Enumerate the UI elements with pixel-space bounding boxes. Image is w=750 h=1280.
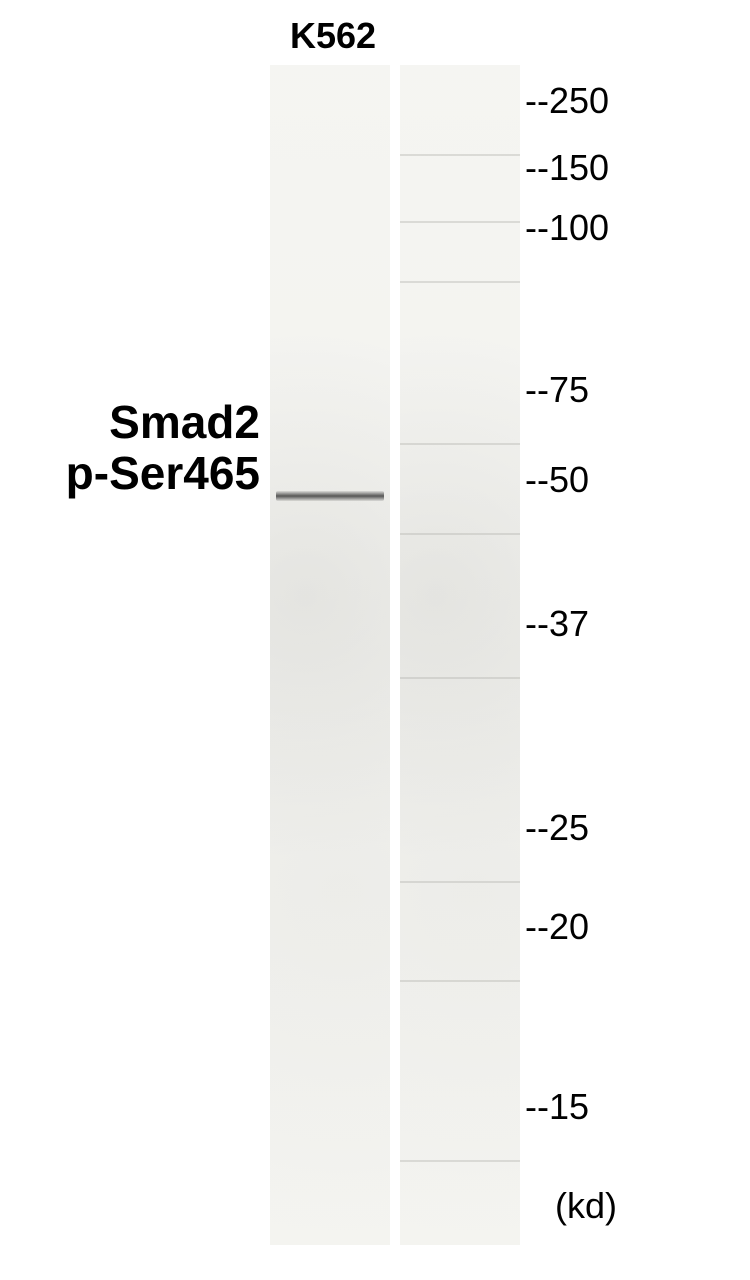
ladder-tick-0 — [400, 154, 520, 156]
ladder-lane-inner — [400, 65, 520, 1245]
protein-band — [276, 491, 384, 501]
mw-marker-8: --15 — [525, 1086, 589, 1128]
mw-marker-3: --75 — [525, 369, 589, 411]
western-blot-figure: K562 Smad2 p-Ser465 --250 --150 --100 --75 -… — [0, 0, 750, 1280]
sample-lane-inner — [270, 65, 390, 1245]
mw-marker-2: --100 — [525, 207, 609, 249]
molecular-weight-unit: (kd) — [555, 1185, 617, 1227]
ladder-tick-2 — [400, 281, 520, 283]
ladder-tick-4 — [400, 533, 520, 535]
sample-lane — [270, 65, 390, 1245]
lane-header-label: K562 — [290, 15, 376, 57]
ladder-tick-7 — [400, 980, 520, 982]
ladder-tick-1 — [400, 221, 520, 223]
mw-marker-5: --37 — [525, 603, 589, 645]
ladder-tick-5 — [400, 677, 520, 679]
mw-marker-1: --150 — [525, 147, 609, 189]
antibody-line2: p-Ser465 — [0, 448, 260, 499]
ladder-lane — [400, 65, 520, 1245]
ladder-tick-8 — [400, 1160, 520, 1162]
ladder-background-texture — [400, 65, 520, 1245]
ladder-tick-6 — [400, 881, 520, 883]
antibody-target-label: Smad2 p-Ser465 — [0, 397, 260, 498]
antibody-line1: Smad2 — [0, 397, 260, 448]
ladder-tick-3 — [400, 443, 520, 445]
mw-marker-6: --25 — [525, 807, 589, 849]
mw-marker-7: --20 — [525, 906, 589, 948]
mw-marker-4: --50 — [525, 459, 589, 501]
mw-marker-0: --250 — [525, 80, 609, 122]
lane-background-texture — [270, 65, 390, 1245]
